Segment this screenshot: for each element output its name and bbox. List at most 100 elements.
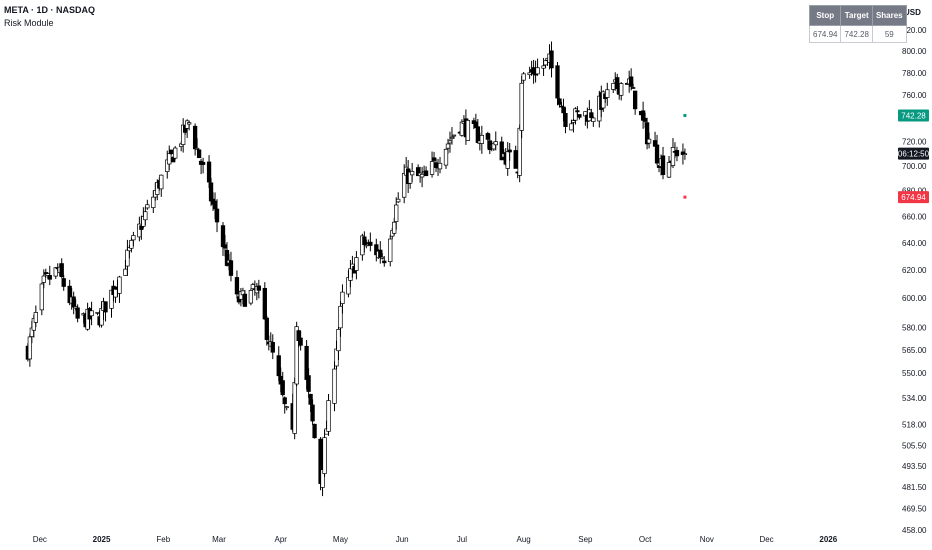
candle [262,282,267,321]
stop-badge-text: 674.94 [901,193,926,202]
candle [276,346,281,381]
stop-marker [683,195,687,199]
candle [631,83,636,89]
candle [652,131,658,147]
candle [519,75,524,139]
candle [354,251,359,280]
stop-value: 674.94 [808,25,842,43]
candle [660,146,666,180]
candle [465,118,471,142]
price-tick: 600.00 [902,294,927,303]
candle [429,151,435,178]
candle [198,158,204,175]
candle [394,197,399,230]
candle [479,125,484,154]
candle [248,288,254,306]
candle [242,290,248,307]
price-badges: 742.28 06:12:50 674.94 [898,109,930,204]
currency-label[interactable]: USD [904,8,921,17]
shares-header: Shares [871,5,907,26]
candle [95,311,100,316]
candle [632,90,638,115]
candle [340,284,345,314]
candle [527,66,532,79]
candle [419,167,425,188]
candlestick-series [25,41,688,497]
target-badge-text: 742.28 [901,111,926,120]
price-tick: 640.00 [902,239,927,248]
candle [131,231,136,247]
candle [646,132,652,149]
candle [368,232,373,252]
candle [270,334,275,360]
candle [443,148,449,169]
candle [682,148,688,160]
candle [264,315,269,346]
price-tick: 534.00 [902,394,927,403]
candle [388,234,393,267]
price-tick: 458.00 [902,526,927,535]
candle [234,270,240,299]
candle [364,239,369,249]
candle [322,429,327,477]
price-tick: 620.00 [902,266,927,275]
candle [591,116,596,127]
candle [517,124,522,183]
candle [563,107,568,134]
risk-markers [683,113,687,199]
time-tick: Dec [759,535,773,544]
time-tick: Aug [517,535,531,544]
candle [587,100,592,122]
candle [145,199,150,210]
candle [186,120,192,131]
price-tick: 550.00 [902,369,927,378]
target-badge: 742.28 [898,109,929,122]
candle [173,146,178,160]
candle [39,282,44,316]
candle [75,304,80,323]
candle [535,58,540,76]
candle [666,156,672,179]
stop-badge: 674.94 [898,191,929,204]
candle [382,256,387,267]
countdown-badge-text: 06:12:50 [898,150,930,159]
candle [181,118,186,153]
candle [451,134,457,139]
price-tick: 700.00 [902,162,927,171]
candle [378,241,383,264]
candle [674,146,680,162]
candle [577,114,582,120]
countdown-badge: 06:12:50 [898,147,930,160]
time-tick: Apr [275,535,288,544]
indicator-name[interactable]: Risk Module [4,18,54,28]
candle [521,72,526,84]
candle [61,274,66,291]
candle [336,326,341,360]
candle [103,301,108,322]
price-tick: 660.00 [902,212,927,221]
price-tick: 493.50 [902,462,927,471]
candle [409,163,415,182]
candle [192,123,198,156]
candle [423,166,429,177]
target-header: Target [840,5,873,26]
candle [284,405,289,411]
price-axis[interactable]: 820.00800.00780.00760.00740.00720.00700.… [902,26,927,535]
time-tick: Oct [639,535,652,544]
price-tick: 518.00 [902,420,927,429]
candle [629,68,634,91]
time-tick: Feb [156,535,170,544]
candle [27,333,33,367]
candle [194,138,200,150]
time-axis[interactable]: Dec 2025 Feb Mar Apr May Jun Jul Aug Sep Oct Nov Dec… [33,535,838,544]
price-tick: 800.00 [902,47,927,56]
price-tick: 760.00 [902,91,927,100]
symbol-title[interactable]: META · 1D · NASDAQ [4,5,95,15]
candle [513,145,518,169]
candle [326,393,331,436]
candle [254,282,259,301]
price-tick: 780.00 [902,69,927,78]
candle [575,106,580,116]
shares-value: 59 [871,25,907,43]
